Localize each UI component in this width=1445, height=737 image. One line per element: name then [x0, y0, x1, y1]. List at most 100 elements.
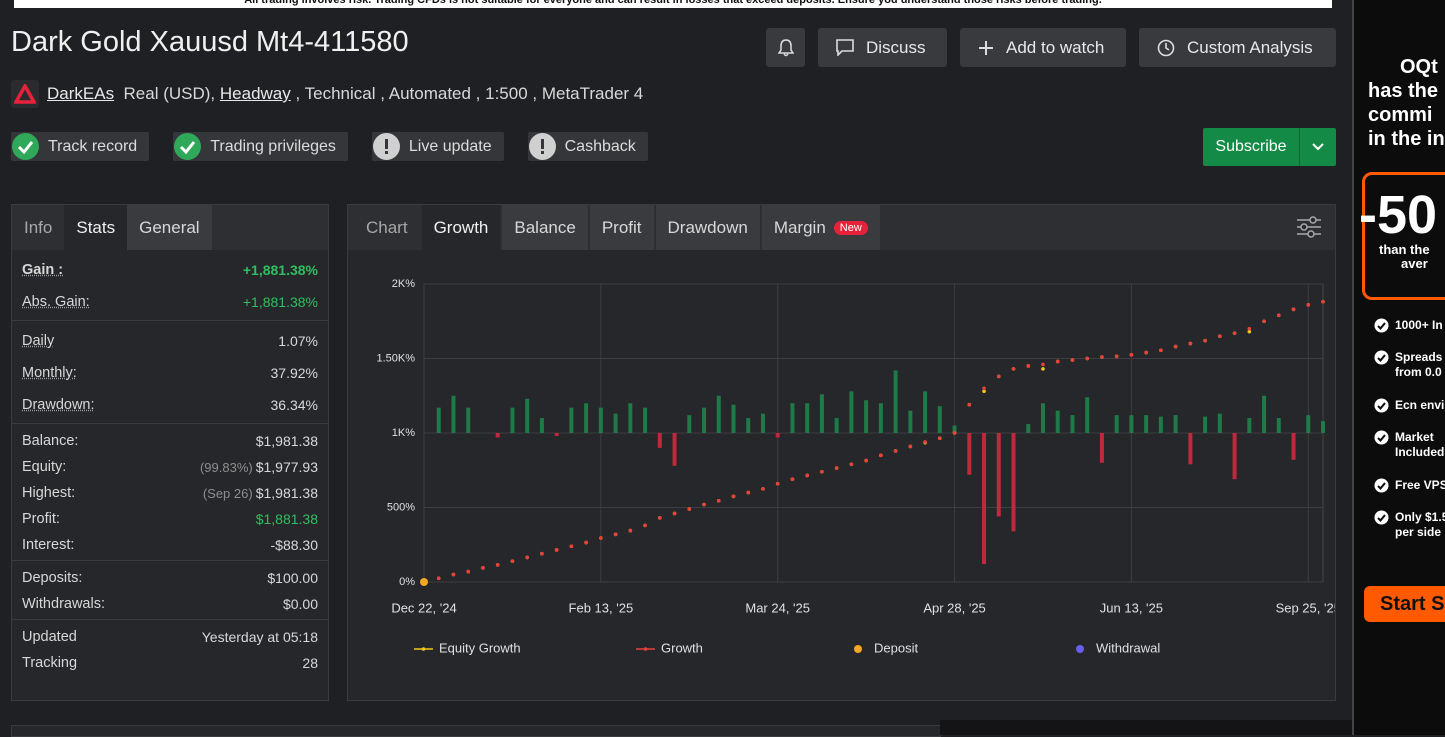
stats-value-wrap: Yesterday at 05:18 [202, 629, 318, 646]
bar [1218, 414, 1222, 433]
stats-value: Yesterday at 05:18 [202, 629, 318, 645]
line-point [791, 477, 795, 481]
point [420, 578, 428, 586]
ad-check [1374, 398, 1389, 413]
line-point [746, 491, 750, 495]
stats-value: -$88.30 [271, 537, 318, 553]
line-point [938, 436, 942, 440]
stats-row: Deposits: $100.00 [22, 565, 318, 591]
stats-tab[interactable]: Stats [64, 205, 127, 250]
stats-group: Updated Yesterday at 05:18 Tracking 28 [12, 620, 328, 678]
chart-tab[interactable]: Margin New [762, 205, 880, 250]
line-point [1026, 364, 1030, 368]
legend-label: Deposit [874, 640, 918, 655]
line-point [702, 503, 706, 507]
ad-offer-sub: aver [1365, 257, 1445, 271]
icon-circle [174, 133, 201, 160]
warning-icon [372, 132, 401, 161]
clock-icon [1157, 39, 1175, 57]
chart-tab[interactable]: Balance [502, 205, 587, 250]
analysis-button[interactable]: Custom Analysis [1139, 28, 1336, 67]
notify-button[interactable] [766, 28, 805, 67]
stats-value: +1,881.38% [243, 294, 318, 310]
stats-label: Equity: [22, 459, 66, 475]
discuss-button[interactable]: Discuss [818, 28, 947, 67]
ad-headline: commi [1368, 104, 1432, 127]
bar [569, 408, 573, 433]
watch-button[interactable]: Add to watch [960, 28, 1126, 67]
plus-icon [978, 40, 994, 56]
stats-value-wrap: 28 [302, 655, 318, 672]
stats-value: $1,881.38 [256, 511, 318, 527]
line-point [1115, 354, 1119, 358]
ad-feature-line: from 0.0 [1395, 365, 1442, 380]
legend-dot [854, 645, 862, 653]
line-point [1071, 358, 1075, 362]
icon-circle [12, 133, 39, 160]
ad-headline: in the in [1368, 128, 1445, 151]
stats-tab[interactable]: General [127, 205, 211, 250]
bar [938, 406, 942, 433]
broker-link[interactable]: Headway [220, 84, 291, 104]
author-link[interactable]: DarkEAs [47, 84, 114, 104]
line-point [1292, 308, 1296, 312]
ad-check-circle [1375, 431, 1389, 445]
bar [761, 414, 765, 433]
stats-row: Daily 1.07% [22, 325, 318, 357]
stats-label: Updated [22, 629, 77, 645]
stats-value-wrap: (99.83%) $1,977.93 [200, 459, 318, 476]
stats-row: Updated Yesterday at 05:18 [22, 624, 318, 650]
advertisement[interactable]: OQt has the commi in the in -50 than the aver 1… [1352, 0, 1445, 735]
bar [1174, 415, 1178, 433]
line-point [687, 507, 691, 511]
stats-value: +1,881.38% [243, 262, 318, 278]
line-point [805, 474, 809, 478]
ad-cta[interactable]: Start S [1364, 586, 1445, 622]
chart-tab[interactable]: Chart [354, 205, 420, 250]
line-point [1321, 300, 1325, 304]
chart-panel: Chart Growth Balance Profit Drawdown Margin Ne… [347, 204, 1336, 701]
bar [1233, 433, 1237, 479]
line-point [614, 533, 618, 537]
x-tick-label: Feb 13, '25 [569, 600, 634, 615]
subscribe-button[interactable]: Subscribe [1203, 128, 1336, 166]
stats-tab[interactable]: Info [12, 205, 64, 250]
chart-tab[interactable]: Profit [590, 205, 654, 250]
stats-label: Gain : [22, 262, 63, 278]
stats-note: (99.83%) [200, 460, 253, 475]
line-point [437, 576, 441, 580]
stats-tabs: Info Stats General [12, 205, 328, 250]
badge: Trading privileges [173, 132, 348, 161]
stats-row: Abs. Gain: +1,881.38% [22, 286, 318, 318]
stats-value: 28 [302, 655, 318, 671]
stats-value-wrap: +1,881.38% [243, 294, 318, 311]
bar [1306, 415, 1310, 433]
y-tick-label: 1.50K% [376, 352, 415, 364]
chart-tabs: Chart Growth Balance Profit Drawdown Margin Ne… [348, 205, 1335, 250]
x-tick-label: Dec 22, '24 [391, 600, 456, 615]
new-badge: New [834, 221, 868, 235]
bar [702, 408, 706, 433]
stats-value-wrap: $1,981.38 [256, 433, 318, 450]
bar [820, 394, 824, 433]
line-point [967, 403, 971, 407]
ad-offer: -50 [1359, 187, 1445, 243]
stats-group: Gain : +1,881.38% Abs. Gain: +1,881.38% [12, 250, 328, 321]
line-point [643, 524, 647, 528]
stats-value-wrap: $100.00 [267, 570, 318, 587]
badge: Track record [11, 132, 149, 161]
bar [1129, 415, 1133, 433]
chat-icon [836, 39, 854, 56]
settings-icon[interactable] [1296, 215, 1322, 239]
bar [584, 403, 588, 433]
ad-check [1374, 478, 1389, 493]
line-point [496, 563, 500, 567]
bar [746, 418, 750, 433]
bar [1041, 403, 1045, 433]
subscribe-dropdown[interactable] [1299, 128, 1336, 166]
ad-feature-line: Spreads [1395, 350, 1442, 365]
line-point [923, 440, 927, 444]
stats-value-wrap: $0.00 [283, 596, 318, 613]
chart-tab[interactable]: Drawdown [656, 205, 760, 250]
chart-tab[interactable]: Growth [422, 205, 501, 250]
